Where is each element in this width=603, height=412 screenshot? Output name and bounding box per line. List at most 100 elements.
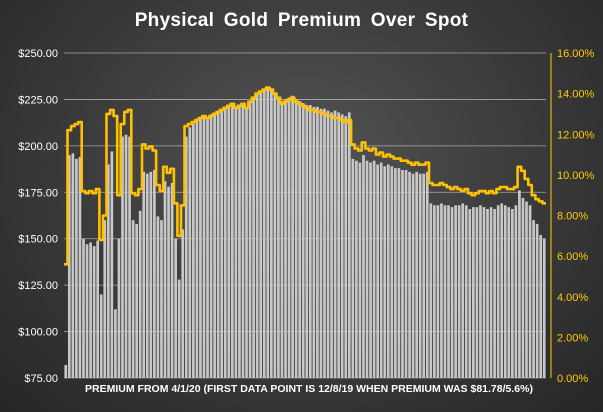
bar	[340, 114, 344, 379]
bar	[454, 205, 457, 378]
bar	[383, 166, 387, 378]
bar	[450, 207, 454, 378]
bar	[248, 101, 252, 379]
bar	[312, 106, 316, 378]
bar	[404, 170, 408, 378]
y-tick-label-right: 8.00%	[557, 211, 588, 223]
y-tick-label-right: 0.00%	[557, 373, 588, 385]
bar	[298, 101, 302, 379]
bar	[259, 92, 263, 378]
bar	[471, 207, 475, 378]
bar	[92, 246, 96, 378]
bar	[425, 171, 429, 378]
bar	[447, 205, 450, 378]
chart-title: Physical Gold Premium Over Spot	[134, 10, 469, 31]
bar	[411, 173, 415, 378]
bar	[326, 110, 330, 379]
bar	[170, 183, 174, 378]
bar	[121, 136, 124, 378]
bar	[344, 116, 348, 379]
bar	[372, 160, 376, 378]
bar	[390, 166, 394, 378]
bar	[262, 90, 266, 379]
bar	[153, 170, 156, 378]
bar	[149, 171, 153, 378]
bar	[440, 203, 443, 378]
bar	[429, 203, 433, 378]
bar	[358, 162, 362, 378]
y-tick-label-left: $250.00	[18, 48, 58, 60]
bar	[355, 160, 358, 378]
bar	[280, 101, 284, 379]
y-tick-label-right: 14.00%	[557, 89, 595, 101]
bar	[238, 105, 241, 378]
bar	[525, 201, 528, 378]
y-tick-label-right: 2.00%	[557, 332, 588, 344]
bar	[213, 112, 216, 378]
bar	[75, 158, 78, 378]
bar	[174, 238, 177, 378]
y-tick-label-left: $200.00	[18, 141, 58, 153]
bar	[489, 207, 493, 378]
bar	[401, 170, 404, 378]
bar	[192, 123, 195, 378]
bar	[167, 186, 170, 378]
bar	[464, 205, 468, 378]
bar	[500, 203, 504, 378]
bar	[482, 207, 486, 378]
bar	[234, 106, 238, 378]
bar	[135, 223, 139, 378]
bar	[369, 162, 372, 378]
bar	[394, 168, 397, 378]
bar	[518, 190, 521, 378]
bar	[308, 105, 312, 378]
bar	[347, 112, 351, 378]
bar	[514, 205, 518, 378]
bar	[188, 127, 192, 379]
bar	[535, 223, 539, 378]
bar	[269, 90, 273, 379]
bar	[351, 158, 355, 378]
bar	[114, 309, 117, 378]
bar	[287, 97, 291, 379]
y-tick-label-left: $125.00	[18, 280, 58, 292]
bar	[96, 240, 100, 378]
bar	[71, 153, 75, 378]
bar	[301, 103, 305, 379]
y-tick-label-left: $100.00	[18, 327, 58, 339]
y-tick-label-right: 12.00%	[557, 129, 595, 141]
bar	[117, 238, 121, 378]
y-tick-label-left: $175.00	[18, 187, 58, 199]
bar	[386, 164, 390, 378]
bar	[333, 110, 337, 379]
bar	[252, 97, 255, 379]
bar	[365, 160, 369, 378]
bar	[266, 88, 270, 379]
bar	[138, 210, 142, 378]
bar	[542, 238, 546, 378]
bar	[163, 181, 167, 378]
bar	[323, 108, 326, 378]
bar	[277, 97, 280, 379]
bar	[457, 205, 461, 378]
bar	[82, 238, 85, 378]
bar	[418, 173, 422, 378]
bar	[362, 155, 365, 378]
bar	[195, 119, 199, 378]
bar	[85, 244, 89, 378]
bar	[337, 112, 341, 378]
bar	[468, 209, 472, 378]
bar	[510, 209, 514, 378]
bar	[376, 164, 380, 378]
y-tick-label-right: 6.00%	[557, 251, 588, 263]
bar	[443, 205, 447, 378]
bar	[220, 108, 224, 378]
y-tick-label-left: $150.00	[18, 234, 58, 246]
y-tick-label-right: 16.00%	[557, 48, 595, 60]
bar	[532, 220, 535, 378]
bar	[78, 157, 82, 378]
axes: $75.00 $100.00 $125.00 $150.00 $175.00 $200.0…	[18, 48, 594, 385]
y-tick-label-right: 10.00%	[557, 170, 595, 182]
bar	[202, 116, 206, 379]
